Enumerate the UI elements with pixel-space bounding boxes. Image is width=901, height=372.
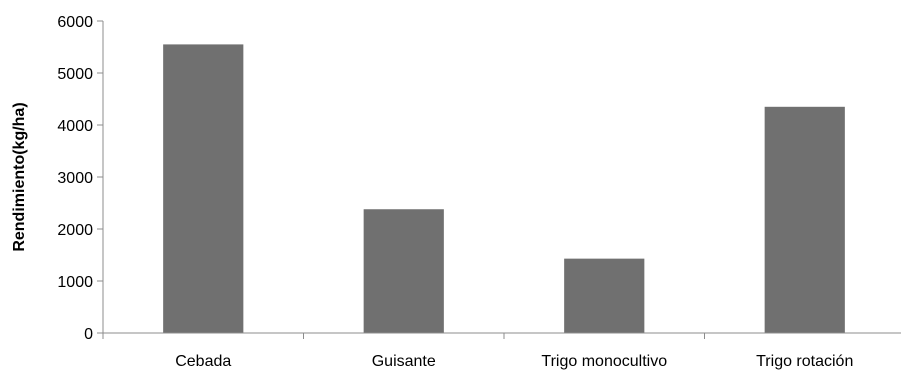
bar-trigo-rotación: [764, 106, 845, 333]
bar-cebada: [163, 44, 244, 334]
bar-trigo-monocultivo: [564, 258, 645, 333]
y-tick-label: 5000: [57, 66, 93, 83]
x-tick-label: Trigo monocultivo: [541, 353, 667, 370]
y-tick-label: 2000: [57, 222, 93, 239]
x-axis-tick-labels: Cebada Guisante Trigo monocultivo Trigo rot…: [102, 333, 853, 370]
y-tick-label: 0: [84, 326, 93, 343]
x-tick-label: Cebada: [175, 353, 231, 370]
y-axis-ticks: 0 1000 2000 3000 4000 5000 6000: [57, 14, 103, 343]
y-tick-label: 4000: [57, 118, 93, 135]
x-tick-label: Trigo rotación: [756, 353, 853, 370]
y-axis-title: Rendimiento(kg/ha): [11, 102, 28, 251]
x-tick-label: Guisante: [372, 353, 436, 370]
y-tick-label: 6000: [57, 14, 93, 31]
y-tick-label: 1000: [57, 274, 93, 291]
bars: [163, 44, 845, 334]
bar-guisante: [363, 209, 444, 333]
y-tick-label: 3000: [57, 170, 93, 187]
